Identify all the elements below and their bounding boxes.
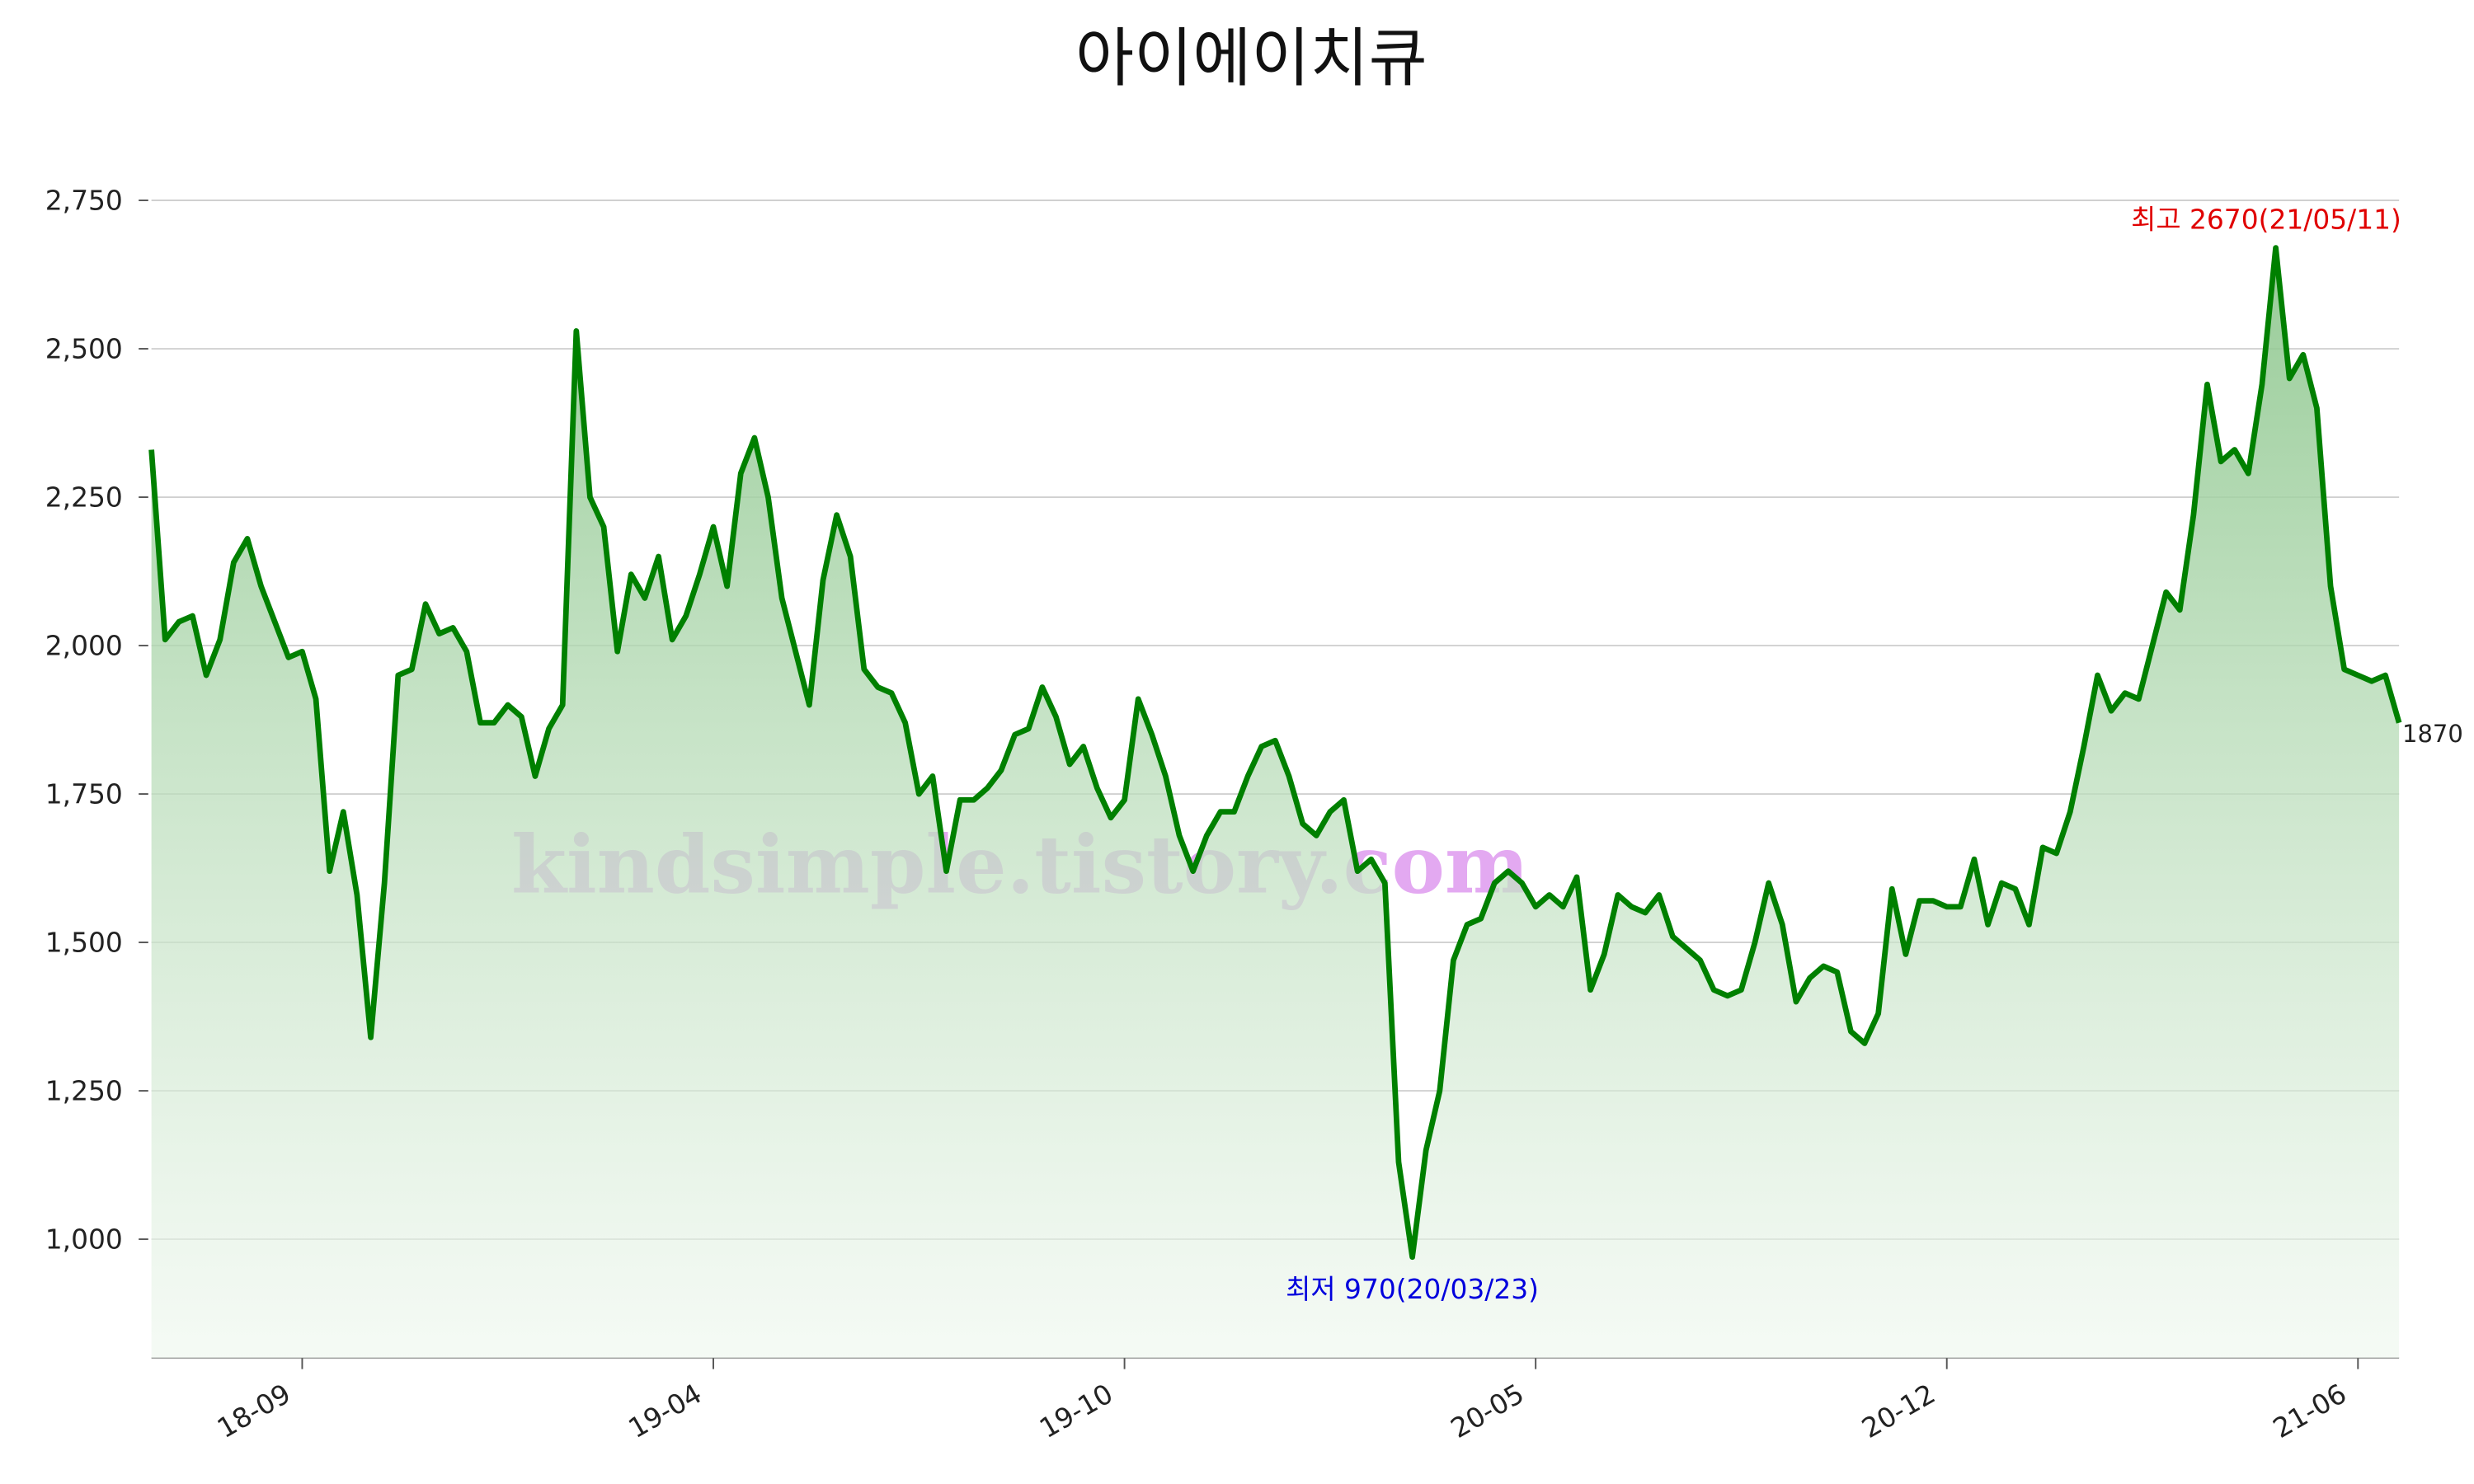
high-annotation: 최고 2670(21/05/11) [2131,203,2401,235]
y-tick-label: 1,000 [45,1223,123,1256]
low-annotation: 최저 970(20/03/23) [1286,1273,1539,1305]
y-tick-label: 2,250 [45,481,123,514]
y-tick-label: 2,500 [45,333,123,365]
x-tick-label: 18-09 [212,1378,296,1445]
chart-title: 아이에이치큐 [1075,21,1427,96]
y-tick-label: 2,750 [45,185,123,217]
line [148,245,2402,1261]
x-tick-label: 21-06 [2268,1378,2352,1445]
area [151,247,2400,1359]
x-tick-label: 20-12 [1856,1378,1940,1445]
y-tick-label: 2,000 [45,630,123,662]
y-tick-label: 1,750 [45,778,123,810]
x-tick-label: 19-10 [1034,1378,1118,1445]
last-value-label: 1870 [2402,720,2463,748]
x-tick-label: 20-05 [1445,1378,1529,1445]
x-tick-label: 19-04 [623,1378,707,1445]
y-tick-label: 1,500 [45,927,123,959]
y-tick-label: 1,250 [45,1075,123,1107]
